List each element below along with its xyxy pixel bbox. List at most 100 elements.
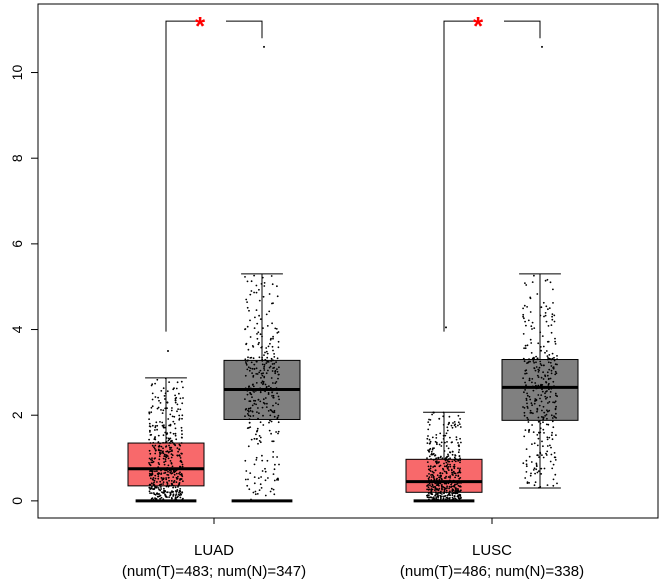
- data-point: [253, 327, 256, 329]
- data-point: [430, 476, 433, 478]
- data-point: [524, 347, 527, 350]
- data-point: [170, 453, 173, 455]
- data-point: [446, 455, 449, 458]
- data-point: [448, 479, 451, 482]
- data-point: [437, 482, 440, 485]
- data-point: [443, 470, 446, 473]
- data-point: [459, 467, 461, 470]
- data-point: [445, 489, 448, 492]
- data-point: [537, 342, 540, 345]
- data-point: [553, 356, 555, 359]
- data-point: [441, 472, 444, 475]
- data-point: [542, 416, 544, 419]
- data-point: [532, 431, 535, 433]
- data-point: [441, 457, 444, 460]
- data-point: [445, 491, 448, 494]
- data-point: [244, 387, 247, 390]
- data-point: [540, 364, 543, 367]
- data-point: [253, 476, 256, 478]
- data-point: [550, 331, 553, 334]
- data-point: [552, 401, 554, 404]
- data-point: [444, 481, 447, 483]
- data-point: [536, 357, 539, 360]
- data-point: [175, 498, 178, 501]
- data-point: [429, 440, 432, 443]
- data-point: [429, 480, 432, 483]
- data-point: [250, 280, 253, 283]
- data-point: [546, 417, 548, 420]
- data-point: [160, 469, 162, 472]
- data-point: [443, 482, 446, 485]
- data-point: [263, 369, 266, 371]
- data-point: [435, 434, 438, 436]
- data-point: [162, 492, 164, 494]
- data-point: [554, 473, 557, 476]
- data-point: [151, 444, 154, 447]
- data-point: [168, 496, 171, 498]
- data-point: [255, 456, 258, 459]
- data-point: [181, 436, 183, 439]
- data-point: [552, 426, 555, 429]
- data-point: [438, 484, 440, 487]
- data-point: [164, 458, 167, 461]
- data-point: [177, 475, 179, 478]
- data-point: [530, 325, 533, 328]
- data-point: [459, 437, 461, 440]
- data-point: [441, 488, 443, 491]
- data-point: [540, 385, 543, 387]
- data-point: [447, 447, 450, 450]
- data-point: [165, 478, 168, 481]
- data-point: [548, 409, 551, 412]
- data-point: [265, 347, 268, 349]
- data-point: [165, 445, 168, 447]
- data-point: [552, 288, 554, 291]
- data-point: [173, 471, 176, 474]
- data-point: [548, 354, 551, 356]
- data-point: [177, 450, 180, 453]
- data-point: [275, 431, 277, 433]
- data-point: [543, 315, 545, 318]
- data-point: [449, 457, 451, 460]
- data-point: [541, 390, 544, 393]
- data-point: [168, 381, 171, 383]
- data-point: [546, 374, 549, 377]
- data-point: [156, 378, 159, 381]
- y-tick-label: 4: [9, 325, 25, 333]
- data-point: [152, 441, 155, 444]
- data-point: [445, 482, 448, 485]
- data-point: [442, 495, 444, 498]
- data-point: [537, 371, 540, 373]
- data-point: [273, 415, 276, 418]
- data-point: [530, 472, 532, 475]
- data-point: [178, 454, 181, 457]
- data-point: [149, 470, 151, 472]
- data-point: [442, 480, 445, 483]
- data-point: [178, 392, 180, 395]
- data-point: [535, 398, 538, 401]
- data-point: [452, 422, 454, 424]
- data-point: [173, 468, 175, 471]
- data-point: [271, 322, 273, 325]
- data-point: [454, 457, 457, 460]
- data-point: [252, 385, 255, 388]
- data-point: [178, 414, 181, 417]
- data-point: [535, 384, 537, 387]
- data-point: [272, 382, 274, 384]
- data-point: [261, 276, 264, 279]
- data-point: [256, 333, 258, 335]
- data-point: [165, 454, 168, 456]
- data-point: [257, 477, 260, 479]
- data-point: [159, 421, 161, 423]
- data-point: [444, 498, 447, 501]
- data-point: [450, 468, 453, 471]
- data-point: [440, 445, 443, 447]
- data-point: [555, 405, 557, 408]
- data-point: [261, 374, 264, 377]
- data-point: [427, 486, 430, 489]
- data-point: [430, 474, 432, 476]
- data-point: [546, 278, 549, 281]
- data-point: [438, 417, 441, 420]
- data-point: [449, 451, 451, 454]
- data-point: [174, 467, 177, 470]
- data-point: [455, 474, 457, 477]
